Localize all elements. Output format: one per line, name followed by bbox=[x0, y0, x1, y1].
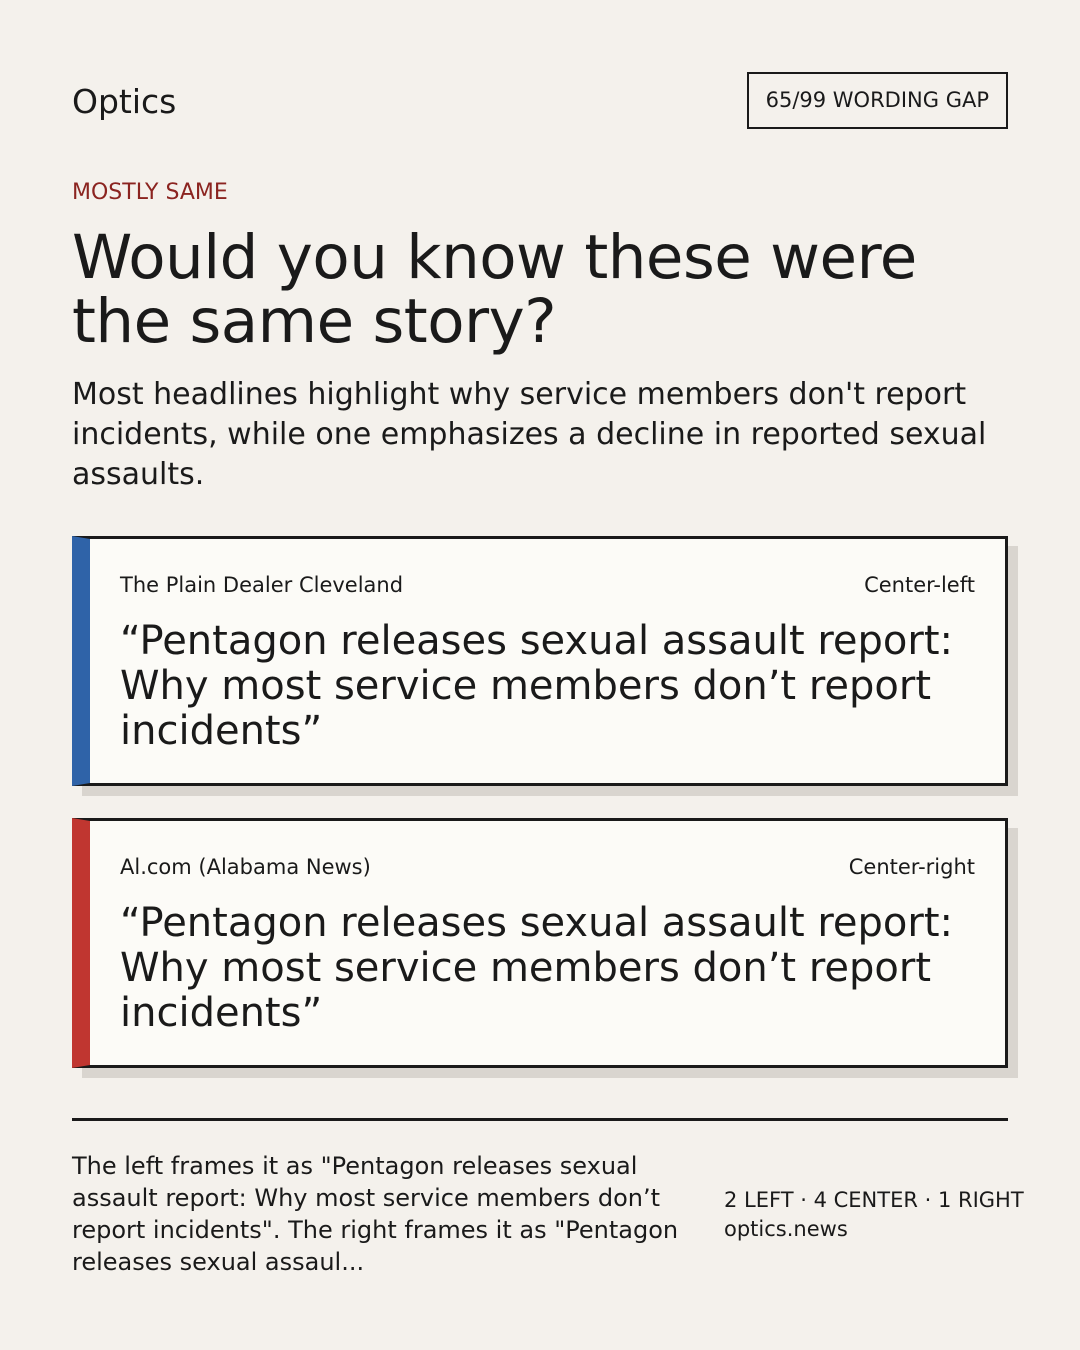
summary: Most headlines highlight why service mem… bbox=[72, 377, 987, 492]
site: optics.news bbox=[724, 1217, 848, 1241]
footer-note: The left frames it as "Pentagon releases… bbox=[72, 1152, 679, 1276]
counts: 2 LEFT · 4 CENTER · 1 RIGHT bbox=[724, 1188, 1024, 1212]
source: The Plain Dealer Cleveland bbox=[120, 573, 404, 597]
brand: Optics bbox=[72, 82, 177, 121]
badge: 65/99 WORDING GAP bbox=[746, 72, 1008, 129]
headline: “Pentagon releases sexual assault report… bbox=[120, 618, 954, 754]
kicker: MOSTLY SAME bbox=[72, 180, 228, 205]
title: Would you know these were the same story… bbox=[72, 222, 917, 357]
lean: Center-right bbox=[848, 855, 975, 879]
card: Al.com (Alabama News) Center-right “Pent… bbox=[72, 818, 1008, 1068]
headline: “Pentagon releases sexual assault report… bbox=[120, 900, 954, 1036]
source: Al.com (Alabama News) bbox=[120, 855, 371, 879]
card: The Plain Dealer Cleveland Center-left “… bbox=[72, 536, 1008, 786]
divider bbox=[72, 1118, 1008, 1121]
footer-meta: 2 LEFT · 4 CENTER · 1 RIGHT optics.news bbox=[724, 1186, 1024, 1244]
lean: Center-left bbox=[864, 573, 975, 597]
